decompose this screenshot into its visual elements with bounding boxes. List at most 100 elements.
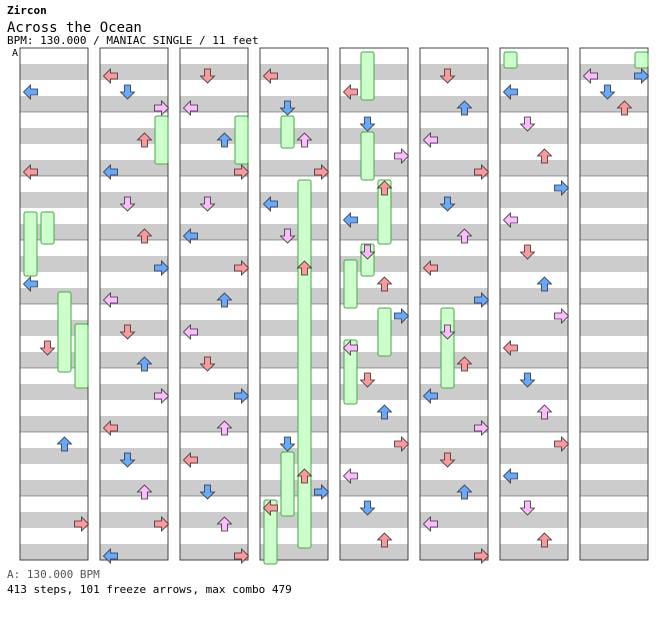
- right-arrow-icon: [154, 100, 170, 116]
- beat-stripe: [420, 480, 488, 496]
- beat-stripe: [260, 288, 328, 304]
- right-arrow-icon: [474, 292, 490, 308]
- down-arrow-icon: [359, 372, 376, 388]
- beat-stripe: [180, 416, 248, 432]
- up-arrow-icon: [456, 484, 473, 500]
- down-arrow-icon: [119, 452, 136, 468]
- section-label: A: [12, 48, 19, 59]
- freeze-arrow: [297, 179, 312, 549]
- up-arrow-icon: [216, 132, 233, 148]
- beat-stripe: [340, 416, 408, 432]
- beat-stripe: [340, 544, 408, 560]
- left-arrow-icon: [342, 340, 358, 356]
- beat-stripe: [500, 320, 568, 336]
- beat-stripe: [100, 320, 168, 336]
- beat-stripe: [500, 128, 568, 144]
- right-arrow-icon: [474, 164, 490, 180]
- beat-stripe: [20, 384, 88, 400]
- left-arrow-icon: [102, 420, 118, 436]
- beat-stripe: [100, 192, 168, 208]
- left-arrow-icon: [182, 324, 198, 340]
- chart-column: [19, 47, 89, 561]
- beat-stripe: [20, 448, 88, 464]
- left-arrow-icon: [102, 164, 118, 180]
- beat-stripe: [420, 224, 488, 240]
- up-arrow-icon: [56, 436, 73, 452]
- artist-name: Zircon: [7, 4, 47, 17]
- freeze-arrow: [634, 51, 649, 69]
- beat-stripe: [420, 288, 488, 304]
- beat-stripe: [100, 96, 168, 112]
- freeze-arrow: [440, 307, 455, 389]
- right-arrow-icon: [234, 548, 250, 564]
- down-arrow-icon: [519, 500, 536, 516]
- beat-stripe: [100, 224, 168, 240]
- freeze-arrow: [234, 115, 249, 165]
- down-arrow-icon: [599, 84, 616, 100]
- up-arrow-icon: [536, 404, 553, 420]
- beat-stripe: [500, 192, 568, 208]
- beat-stripe: [580, 224, 648, 240]
- bpm-footer: A: 130.000 BPM: [7, 568, 100, 581]
- beat-stripe: [580, 96, 648, 112]
- beat-stripe: [580, 416, 648, 432]
- up-arrow-icon: [216, 292, 233, 308]
- left-arrow-icon: [22, 164, 38, 180]
- down-arrow-icon: [199, 484, 216, 500]
- up-arrow-icon: [296, 260, 313, 276]
- beat-stripe: [580, 160, 648, 176]
- left-arrow-icon: [22, 84, 38, 100]
- down-arrow-icon: [279, 436, 296, 452]
- down-arrow-icon: [39, 340, 56, 356]
- beat-stripe: [260, 352, 328, 368]
- left-arrow-icon: [502, 84, 518, 100]
- left-arrow-icon: [582, 68, 598, 84]
- up-arrow-icon: [376, 532, 393, 548]
- freeze-arrow: [377, 179, 392, 245]
- freeze-arrow: [40, 211, 55, 245]
- right-arrow-icon: [74, 516, 90, 532]
- beat-stripe: [500, 512, 568, 528]
- beat-stripe: [580, 384, 648, 400]
- beat-stripe: [180, 256, 248, 272]
- beat-stripe: [420, 416, 488, 432]
- freeze-arrow: [23, 211, 38, 277]
- chart-column: [99, 47, 169, 561]
- chart-column: [419, 47, 489, 561]
- beat-stripe: [580, 480, 648, 496]
- up-arrow-icon: [536, 148, 553, 164]
- beat-stripe: [180, 384, 248, 400]
- beat-stripe: [20, 192, 88, 208]
- beat-stripe: [340, 512, 408, 528]
- beat-stripe: [260, 320, 328, 336]
- beat-stripe: [500, 64, 568, 80]
- left-arrow-icon: [422, 516, 438, 532]
- beat-stripe: [20, 96, 88, 112]
- beat-stripe: [180, 352, 248, 368]
- beat-stripe: [500, 416, 568, 432]
- right-arrow-icon: [154, 260, 170, 276]
- up-arrow-icon: [456, 100, 473, 116]
- up-arrow-icon: [616, 100, 633, 116]
- song-title: Across the Ocean: [7, 20, 142, 36]
- step-stats: 413 steps, 101 freeze arrows, max combo …: [7, 583, 292, 596]
- beat-stripe: [260, 96, 328, 112]
- up-arrow-icon: [536, 276, 553, 292]
- chart-column: [579, 47, 649, 561]
- left-arrow-icon: [342, 212, 358, 228]
- freeze-arrow: [503, 51, 518, 69]
- up-arrow-icon: [376, 404, 393, 420]
- beat-stripe: [580, 256, 648, 272]
- up-arrow-icon: [136, 132, 153, 148]
- freeze-arrow: [280, 451, 295, 517]
- beat-stripe: [100, 448, 168, 464]
- right-arrow-icon: [634, 68, 650, 84]
- beat-stripe: [420, 448, 488, 464]
- down-arrow-icon: [439, 324, 456, 340]
- beat-stripe: [580, 128, 648, 144]
- down-arrow-icon: [359, 116, 376, 132]
- beat-stripe: [500, 448, 568, 464]
- down-arrow-icon: [359, 244, 376, 260]
- freeze-arrow: [343, 259, 358, 309]
- up-arrow-icon: [296, 132, 313, 148]
